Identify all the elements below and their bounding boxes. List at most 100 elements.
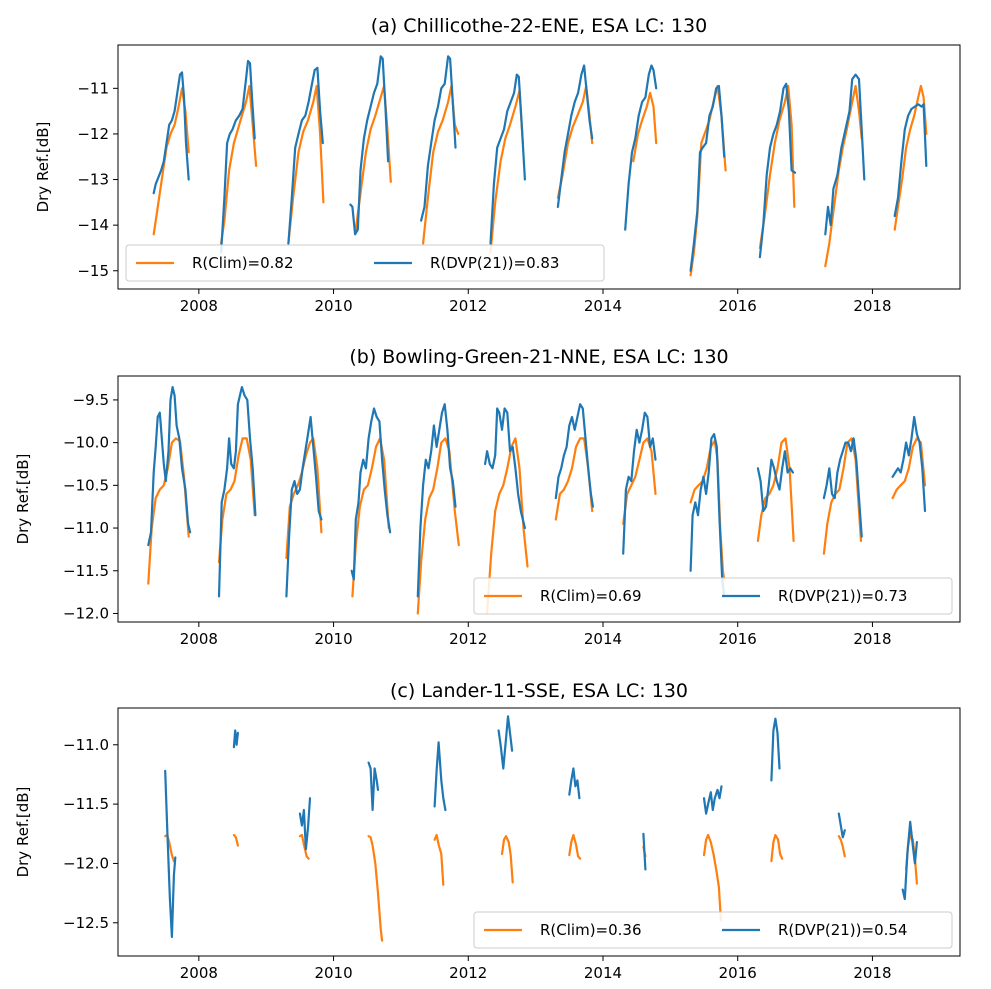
series-line-dvp: [220, 59, 256, 254]
series-line-dvp: [758, 82, 797, 259]
y-tick-label: −11.5: [63, 795, 109, 813]
y-tick-label: −12.0: [63, 604, 109, 622]
marks-layer: 2008 2010 2012 2014 2016 2018 −15 −14 −13 −12 −11 R…: [77, 55, 928, 315]
series-line-clim: [217, 437, 256, 564]
y-tick-label: −15: [77, 262, 109, 280]
x-tick-label: 2016: [719, 297, 757, 315]
x-tick-label: 2008: [180, 297, 218, 315]
series-line-clim: [822, 437, 863, 555]
series-line-dvp: [624, 64, 658, 231]
y-tick-label: −12.0: [63, 854, 109, 872]
series-line-clim: [837, 835, 846, 858]
x-tick-label: 2012: [449, 964, 487, 982]
x-tick-label: 2012: [449, 297, 487, 315]
x-tick-label: 2018: [853, 630, 891, 648]
panel-c: (c) Lander-11-SSE, ESA LC: 130 Dry Ref.[…: [14, 680, 961, 982]
series-line-dvp: [689, 433, 726, 598]
x-tick-label: 2010: [314, 297, 352, 315]
series-line-dvp: [689, 84, 726, 272]
series-line-clim: [824, 84, 863, 268]
series-line-dvp: [770, 717, 781, 782]
series-line-dvp: [152, 71, 190, 195]
series-line-dvp: [568, 767, 581, 800]
series-line-dvp: [554, 403, 594, 508]
series-line-dvp: [642, 832, 647, 871]
legend: R(Clim)=0.36 R(DVP(21))=0.54: [473, 911, 953, 949]
series-line-dvp: [901, 820, 918, 901]
x-tick-label: 2014: [584, 630, 622, 648]
series-line-dvp: [285, 415, 323, 598]
series-line-dvp: [837, 812, 846, 839]
series-lines: [147, 386, 927, 615]
series-line-clim: [164, 833, 175, 863]
legend-box: [473, 911, 953, 949]
series-line-dvp: [298, 797, 312, 851]
series-line-clim: [758, 84, 796, 250]
series-line-clim: [770, 833, 784, 863]
series-line-clim: [367, 835, 384, 942]
series-line-dvp: [217, 386, 257, 598]
legend: R(Clim)=0.82 R(DVP(21))=0.83: [125, 244, 605, 282]
x-tick-label: 2008: [180, 630, 218, 648]
series-line-dvp: [164, 769, 177, 939]
series-lines: [164, 715, 918, 942]
y-tick-label: −11.5: [63, 562, 109, 580]
x-tick-label: 2014: [584, 964, 622, 982]
x-tick-label: 2012: [449, 630, 487, 648]
series-line-dvp: [497, 715, 514, 770]
y-tick-label: −9.5: [73, 391, 109, 409]
y-tick-label: −11.0: [63, 519, 109, 537]
series-line-clim: [416, 437, 460, 615]
legend-entry: R(DVP(21))=0.83: [430, 254, 559, 272]
series-line-dvp: [232, 729, 239, 749]
panel-title: (b) Bowling-Green-21-NNE, ESA LC: 130: [349, 346, 728, 368]
y-tick-label: −12: [77, 125, 109, 143]
x-tick-label: 2008: [180, 964, 218, 982]
series-line-clim: [893, 84, 928, 231]
series-line-dvp: [367, 761, 380, 812]
axes-frame: [117, 44, 961, 290]
series-line-dvp: [147, 386, 192, 547]
x-tick-label: 2010: [314, 630, 352, 648]
series-lines: [152, 55, 928, 277]
legend-entry: R(DVP(21))=0.73: [778, 587, 907, 605]
y-tick-label: −14: [77, 216, 109, 234]
series-line-clim: [702, 833, 722, 922]
series-line-clim: [232, 833, 239, 847]
legend-box: [125, 244, 605, 282]
y-axis-label: Dry Ref.[dB]: [14, 787, 32, 878]
y-axis-label: Dry Ref.[dB]: [34, 122, 52, 213]
series-line-clim: [632, 91, 658, 163]
panel-b: (b) Bowling-Green-21-NNE, ESA LC: 130 Dr…: [14, 346, 961, 648]
series-line-dvp: [287, 66, 324, 245]
series-line-clim: [220, 84, 258, 245]
series-line-dvp: [702, 785, 723, 815]
legend-entry: R(Clim)=0.82: [192, 254, 294, 272]
series-line-clim: [500, 835, 514, 884]
marks-layer: 2008 2010 2012 2014 2016 2018 −12.5 −12.0 −11.5 −…: [63, 715, 953, 982]
x-tick-label: 2018: [853, 297, 891, 315]
series-line-dvp: [622, 411, 657, 555]
series-line-dvp: [416, 403, 457, 598]
axes-frame: [117, 707, 961, 957]
y-tick-label: −12.5: [63, 914, 109, 932]
panel-a: (a) Chillicothe-22-ENE, ESA LC: 130 Dry …: [34, 15, 961, 315]
series-line-clim: [756, 437, 795, 542]
series-line-dvp: [891, 415, 927, 513]
marks-layer: 2008 2010 2012 2014 2016 2018 −12.0 −11.5 −11.0 −…: [63, 386, 953, 648]
x-tick-label: 2010: [314, 964, 352, 982]
y-tick-label: −11.0: [63, 736, 109, 754]
y-tick-label: −13: [77, 171, 109, 189]
x-tick-label: 2018: [853, 964, 891, 982]
y-tick-label: −10.0: [63, 434, 109, 452]
y-axis-label: Dry Ref.[dB]: [14, 454, 32, 545]
series-line-clim: [152, 87, 190, 236]
legend-entry: R(Clim)=0.69: [540, 587, 642, 605]
legend-box: [473, 577, 953, 615]
series-line-clim: [568, 833, 582, 860]
y-tick-label: −10.5: [63, 476, 109, 494]
series-line-clim: [486, 437, 529, 615]
series-line-clim: [298, 833, 310, 860]
series-line-dvp: [433, 741, 447, 812]
